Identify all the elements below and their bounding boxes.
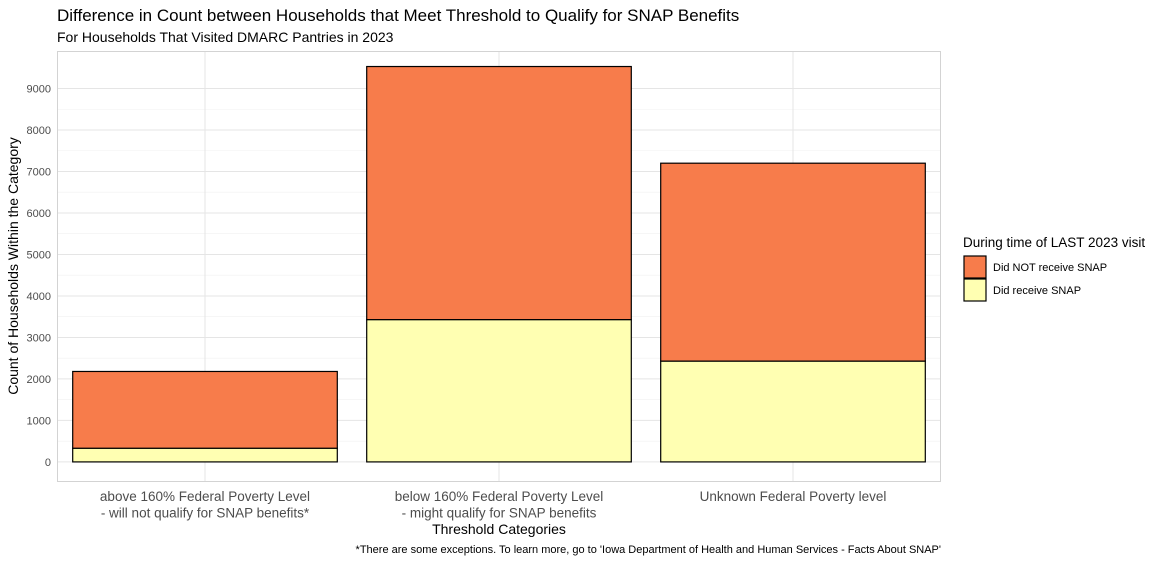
x-tick-label: below 160% Federal Poverty Level - might …: [395, 489, 604, 521]
y-tick-label: 4000: [27, 291, 51, 303]
x-tick-line: Unknown Federal Poverty level: [700, 489, 887, 504]
x-axis-ticks: above 160% Federal Poverty Level - will n…: [100, 489, 886, 521]
chart-title: Difference in Count between Households t…: [57, 6, 739, 25]
legend-title: During time of LAST 2023 visit: [963, 235, 1145, 250]
bar-did-not-receive-snap-1: [366, 65, 632, 321]
y-axis-title: Count of Households Within the Category: [5, 137, 21, 395]
y-tick-label: 3000: [27, 332, 51, 344]
y-tick-label: 0: [45, 457, 51, 469]
y-tick-label: 6000: [27, 208, 51, 220]
x-tick-label: above 160% Federal Poverty Level - will n…: [100, 489, 310, 521]
legend: During time of LAST 2023 visit Did NOT r…: [963, 235, 1145, 302]
y-tick-label: 1000: [27, 415, 51, 427]
bar-did-receive-snap-0: [72, 447, 338, 463]
x-tick-line: - might qualify for SNAP benefits: [402, 506, 597, 521]
x-tick-line: - will not qualify for SNAP benefits*: [101, 506, 310, 521]
x-axis-title: Threshold Categories: [432, 521, 566, 537]
y-tick-label: 9000: [27, 84, 51, 96]
legend-swatch: [963, 255, 987, 279]
legend-swatch: [963, 278, 987, 302]
chart-subtitle: For Households That Visited DMARC Pantri…: [57, 29, 394, 45]
bar-did-not-receive-snap-0: [72, 370, 338, 449]
y-tick-label: 7000: [27, 166, 51, 178]
y-tick-label: 5000: [27, 249, 51, 261]
x-tick-label: Unknown Federal Poverty level: [700, 489, 887, 504]
bar-did-receive-snap-2: [660, 360, 926, 463]
y-axis-ticks: 0 1000 2000 3000 4000 5000 6000 7000 8000 9000: [27, 84, 51, 469]
legend-label: Did receive SNAP: [993, 285, 1081, 297]
bars: [72, 65, 926, 463]
x-tick-line: above 160% Federal Poverty Level: [100, 489, 310, 504]
y-tick-label: 8000: [27, 125, 51, 137]
bar-did-not-receive-snap-2: [660, 162, 926, 362]
legend-label: Did NOT receive SNAP: [993, 262, 1107, 274]
x-tick-line: below 160% Federal Poverty Level: [395, 489, 604, 504]
y-tick-label: 2000: [27, 374, 51, 386]
bar-did-receive-snap-1: [366, 319, 632, 463]
chart-caption: *There are some exceptions. To learn mor…: [356, 544, 941, 556]
